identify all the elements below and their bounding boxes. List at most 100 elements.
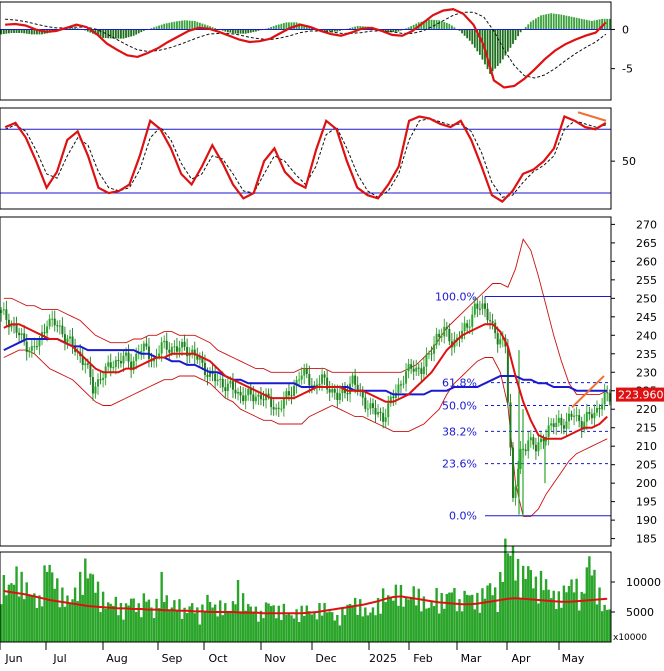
- price-candle-body: [387, 403, 390, 418]
- price-y-tick-label: 245: [636, 311, 657, 324]
- price-candle-body: [433, 344, 436, 354]
- price-y-tick-label: 240: [636, 329, 657, 342]
- price-candle-body: [237, 391, 240, 394]
- x-axis-label: Apr: [511, 652, 531, 665]
- volume-bar: [152, 618, 156, 642]
- price-candle-body: [107, 362, 110, 367]
- volume-bar: [211, 607, 214, 642]
- volume-bar: [409, 597, 413, 642]
- price-candle-body: [275, 407, 278, 410]
- price-candle-body: [201, 357, 204, 363]
- price-candle-body: [570, 413, 573, 417]
- volume-bar: [323, 602, 326, 642]
- volume-bar: [168, 609, 171, 642]
- price-candle-body: [191, 349, 194, 354]
- volume-bar: [99, 612, 102, 642]
- stochastic-y-tick-label: 50: [622, 155, 636, 168]
- volume-bar: [257, 621, 260, 642]
- volume-bar: [590, 575, 594, 642]
- price-candle-body: [300, 375, 303, 380]
- volume-bar: [608, 609, 611, 642]
- volume-bar: [117, 615, 120, 642]
- volume-bar: [241, 593, 245, 642]
- volume-bar: [114, 596, 118, 642]
- price-candle-body: [231, 381, 234, 390]
- price-candle-body: [206, 374, 209, 377]
- price-candle-body: [270, 396, 273, 408]
- price-candle-body: [140, 350, 143, 354]
- price-candle-body: [430, 353, 433, 355]
- volume-bar: [453, 588, 456, 642]
- volume-bar: [50, 572, 54, 642]
- x-axis-label: Jul: [52, 652, 66, 665]
- volume-bar: [165, 595, 168, 642]
- volume-bar: [282, 603, 286, 642]
- price-candle-body: [313, 384, 316, 387]
- price-y-tick-label: 210: [636, 440, 657, 453]
- x-axis-label: Jun: [4, 652, 22, 665]
- volume-bar: [384, 602, 387, 642]
- price-candle-body: [481, 303, 484, 309]
- price-candle-body: [331, 388, 334, 393]
- volume-bar: [341, 608, 344, 642]
- price-candle-body: [89, 364, 92, 378]
- volume-bar: [547, 589, 550, 642]
- price-y-tick-label: 270: [636, 218, 657, 231]
- volume-bar: [267, 603, 270, 642]
- price-candle-body: [7, 319, 10, 328]
- price-candle-body: [486, 308, 489, 321]
- volume-bar: [318, 603, 321, 642]
- volume-bar: [96, 581, 100, 642]
- volume-bar: [315, 619, 319, 642]
- price-candle-body: [534, 444, 537, 452]
- price-candle-body: [10, 324, 13, 328]
- volume-bar: [25, 582, 28, 642]
- price-candle-body: [539, 438, 542, 443]
- volume-bar: [53, 588, 56, 642]
- volume-bar: [595, 604, 599, 642]
- fibonacci-level-label: 23.6%: [442, 458, 477, 471]
- volume-bar: [557, 591, 561, 642]
- price-candle-body: [476, 303, 479, 309]
- volume-bar: [43, 565, 46, 642]
- volume-bar: [437, 613, 441, 642]
- price-candle-body: [181, 341, 184, 348]
- volume-bar: [392, 600, 395, 642]
- volume-bar: [328, 611, 331, 642]
- price-candle-body: [97, 379, 100, 387]
- price-candle-body: [285, 391, 288, 399]
- price-candle-body: [48, 318, 51, 327]
- volume-bar: [160, 571, 163, 642]
- volume-bar: [244, 610, 247, 642]
- price-candle-body: [435, 333, 438, 345]
- volume-bar: [226, 611, 230, 642]
- fibonacci-level-label: 38.2%: [442, 425, 477, 438]
- price-candle-body: [186, 346, 189, 357]
- volume-bar: [351, 605, 354, 642]
- price-y-tick-label: 260: [636, 255, 657, 268]
- volume-bar: [585, 567, 589, 642]
- volume-bar: [415, 605, 418, 642]
- price-y-tick-label: 200: [636, 477, 657, 490]
- volume-bar: [460, 611, 464, 642]
- panel-frame-stoch: [0, 107, 612, 210]
- price-candle-body: [234, 389, 237, 394]
- volume-bar: [425, 608, 428, 642]
- volume-bar: [277, 605, 280, 642]
- volume-bar: [287, 612, 291, 642]
- price-candle-body: [282, 398, 285, 409]
- volume-bar: [593, 569, 596, 642]
- volume-bar: [12, 584, 16, 642]
- price-candle-body: [132, 360, 135, 371]
- volume-bar: [404, 597, 408, 642]
- volume-bar: [338, 625, 342, 642]
- volume-bar: [448, 592, 451, 642]
- price-candle-body: [606, 392, 609, 394]
- price-candle-body: [532, 437, 535, 445]
- volume-bar: [346, 604, 349, 642]
- price-candle-body: [66, 338, 69, 343]
- volume-bar: [35, 608, 39, 642]
- volume-bar: [196, 607, 199, 642]
- bollinger-lower-band: [3, 349, 608, 517]
- price-candle-body: [392, 396, 395, 398]
